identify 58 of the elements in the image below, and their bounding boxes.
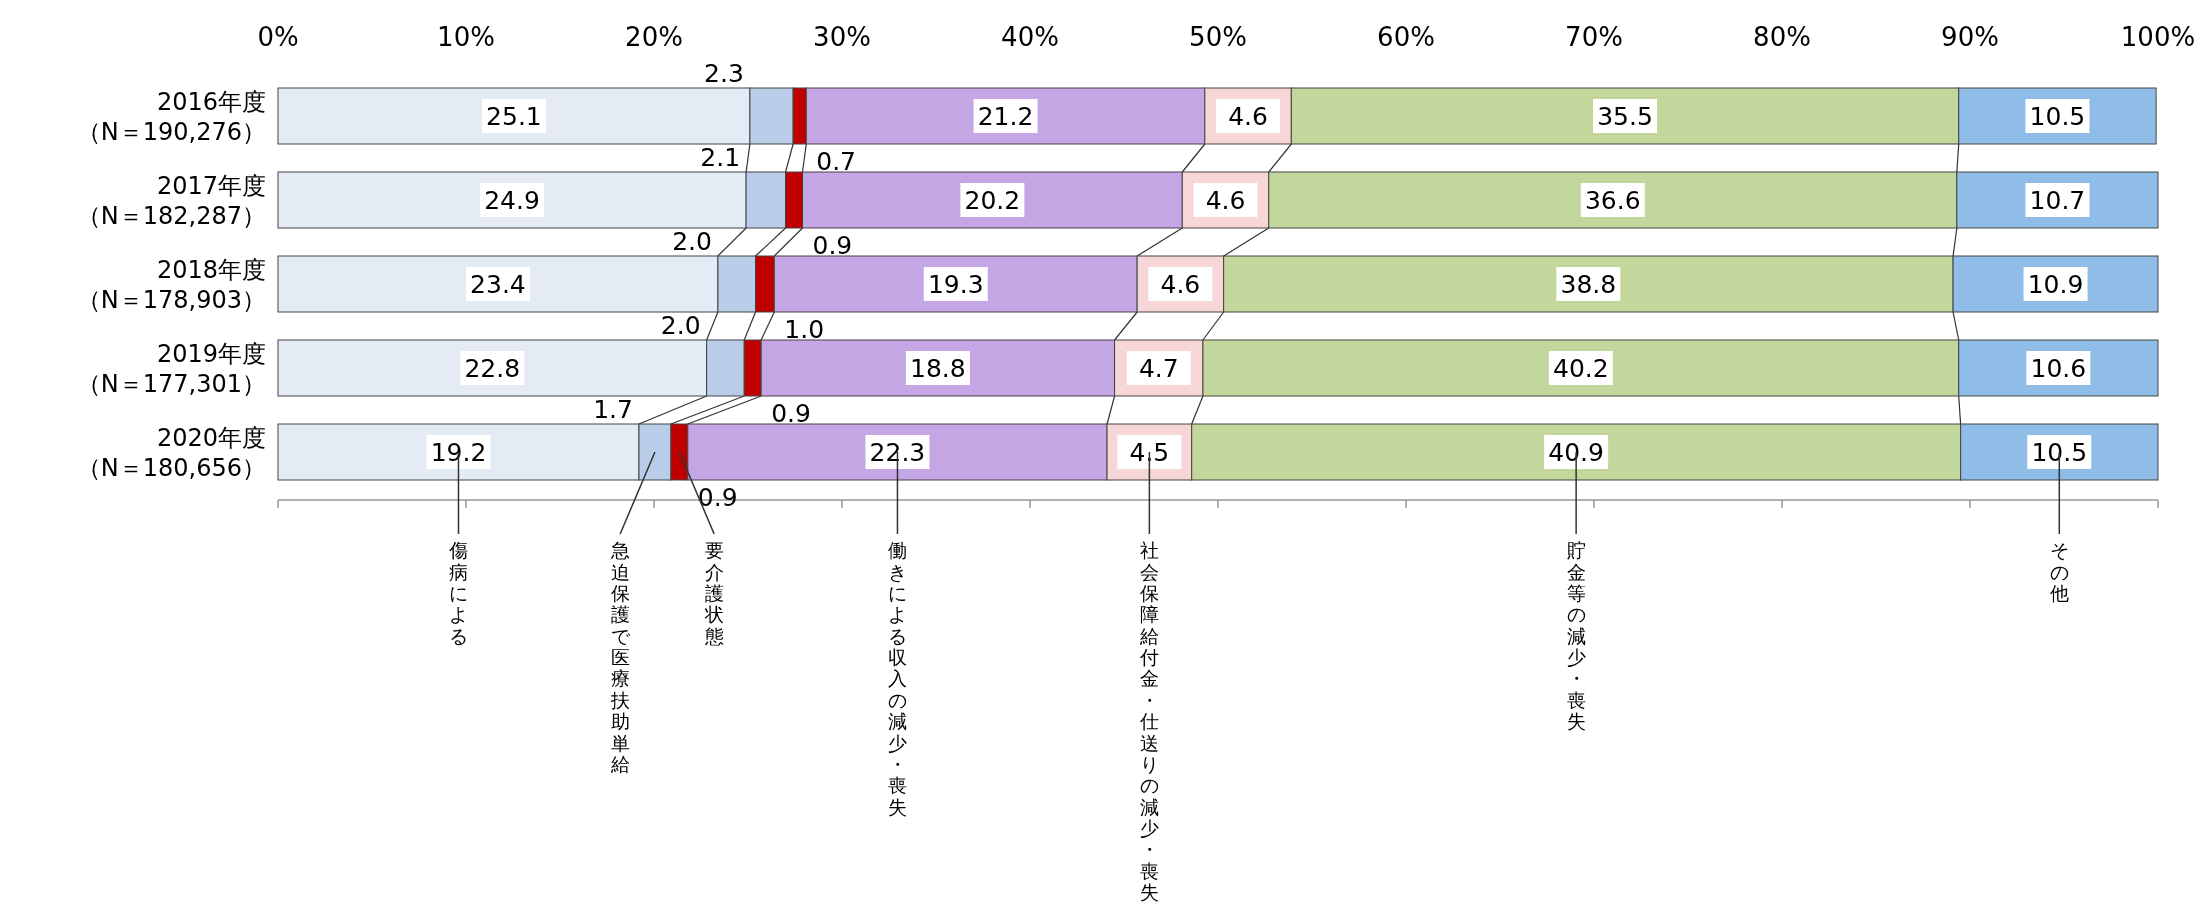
data-label: 4.6 bbox=[1160, 270, 1201, 299]
data-label: 1.7 bbox=[593, 395, 633, 424]
data-label: 0.7 bbox=[816, 147, 857, 176]
data-label: 4.6 bbox=[1205, 186, 1246, 215]
data-label: 22.8 bbox=[464, 354, 521, 383]
data-label: 0.9 bbox=[812, 231, 853, 260]
data-label: 25.1 bbox=[486, 102, 542, 131]
x-tick-label: 50% bbox=[1189, 22, 1247, 52]
data-label: 19.2 bbox=[430, 438, 487, 467]
data-label: 40.2 bbox=[1553, 354, 1609, 383]
data-label: 36.6 bbox=[1584, 186, 1641, 215]
data-label: 10.5 bbox=[2031, 438, 2088, 467]
x-tick-label: 20% bbox=[625, 22, 683, 52]
x-tick-label: 60% bbox=[1377, 22, 1435, 52]
data-label: 10.6 bbox=[2030, 354, 2087, 383]
data-label: 40.9 bbox=[1548, 438, 1604, 467]
y-tick-label: 2018年度（N＝178,903） bbox=[76, 256, 266, 314]
data-label: 18.8 bbox=[910, 354, 966, 383]
data-label: 0.9 bbox=[697, 483, 738, 512]
x-tick-label: 40% bbox=[1001, 22, 1059, 52]
data-label: 22.3 bbox=[869, 438, 926, 467]
data-label: 10.9 bbox=[2027, 270, 2084, 299]
x-tick-label: 30% bbox=[813, 22, 871, 52]
text: 社会保障給付金・仕送りの減少・喪失 bbox=[1139, 539, 1159, 904]
data-label: 4.5 bbox=[1129, 438, 1170, 467]
data-label: 4.6 bbox=[1228, 102, 1268, 131]
data-label: 0.9 bbox=[771, 399, 811, 428]
text: 貯金等の減少・喪失 bbox=[1566, 539, 1586, 734]
y-tick-label: 2016年度（N＝190,276） bbox=[76, 88, 266, 146]
x-tick-label: 90% bbox=[1941, 22, 1999, 52]
data-label: 10.7 bbox=[2029, 186, 2086, 215]
data-label: 4.7 bbox=[1138, 354, 1179, 383]
data-label: 2.3 bbox=[704, 59, 744, 88]
data-label: 23.4 bbox=[470, 270, 526, 299]
data-label: 24.9 bbox=[484, 186, 540, 215]
data-label: 2.0 bbox=[672, 227, 712, 256]
y-tick-label: 2017年度（N＝182,287） bbox=[76, 172, 266, 230]
data-label: 1.0 bbox=[784, 315, 825, 344]
data-label: 35.5 bbox=[1597, 102, 1653, 131]
x-tick-label: 10% bbox=[437, 22, 495, 52]
text: 要介護状態 bbox=[703, 539, 724, 648]
text: 急迫保護で医療扶助単給 bbox=[610, 539, 630, 776]
data-label: 20.2 bbox=[964, 186, 1021, 215]
x-tick-label: 100% bbox=[2120, 22, 2196, 52]
y-tick-label: 2020年度（N＝180,656） bbox=[76, 424, 266, 482]
x-tick-label: 70% bbox=[1565, 22, 1623, 52]
data-label: 2.1 bbox=[700, 143, 741, 172]
text: 働きによる収入の減少・喪失 bbox=[887, 539, 907, 819]
data-label: 2.0 bbox=[660, 311, 701, 340]
data-label: 21.2 bbox=[977, 102, 1034, 131]
text: 傷病による bbox=[447, 539, 468, 648]
text: その他 bbox=[2049, 539, 2069, 606]
x-tick-label: 0% bbox=[257, 22, 299, 52]
y-tick-label: 2019年度（N＝177,301） bbox=[76, 340, 266, 398]
data-label: 38.8 bbox=[1560, 270, 1617, 299]
x-tick-label: 80% bbox=[1753, 22, 1811, 52]
data-label: 19.3 bbox=[927, 270, 984, 299]
data-label: 10.5 bbox=[2029, 102, 2086, 131]
